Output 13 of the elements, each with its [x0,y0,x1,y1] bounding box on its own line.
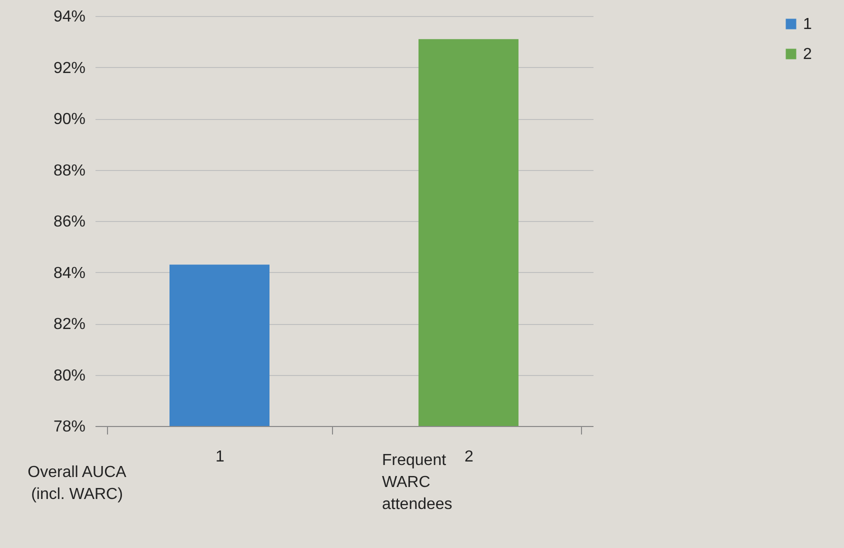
y-tick-label: 82% [53,316,86,333]
y-tick-label: 90% [53,111,86,128]
y-tick-label: 78% [53,418,86,436]
y-tick-label: 86% [53,214,86,230]
text: Frequent WARC attendees [382,452,452,513]
y-tick-label: 94% [53,8,86,26]
y-tick-label: 88% [53,162,86,180]
legend-label: 1 [803,16,812,33]
y-tick-label: 84% [53,264,86,282]
text: Overall AUCA (incl. WARC) [26,463,128,505]
y-tick-label: 92% [53,60,86,77]
y-tick-label: 80% [53,367,86,384]
legend-label: 2 [803,46,812,63]
